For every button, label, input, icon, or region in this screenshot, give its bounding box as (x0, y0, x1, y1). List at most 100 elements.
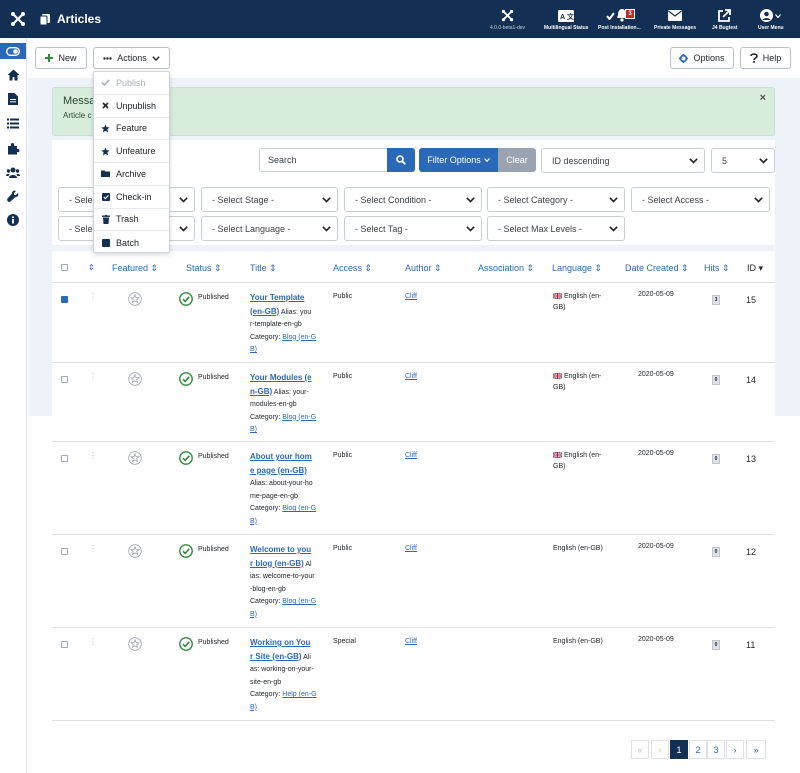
filter-select-max-levels[interactable]: - Select Max Levels - (487, 216, 625, 241)
article-title-link[interactable]: Welcome to you (250, 545, 312, 554)
published-check-icon[interactable] (179, 372, 193, 386)
featured-star-icon[interactable] (128, 451, 142, 465)
category-link[interactable]: Blog (en-G (282, 505, 317, 512)
row-checkbox[interactable] (61, 641, 68, 648)
sort-access[interactable]: Access ⇕ (333, 263, 373, 273)
category-link[interactable]: Blog (en-G (282, 333, 317, 341)
filter-select-stage[interactable]: - Select Stage - (201, 187, 338, 212)
new-button[interactable]: New (35, 47, 87, 69)
first-page-button[interactable]: « (631, 740, 649, 759)
author-link[interactable]: Cliff (405, 545, 417, 552)
clear-button[interactable]: Clear (498, 148, 536, 172)
next-page-button[interactable]: › (726, 740, 744, 759)
article-title-link[interactable]: r blog (en-GB) (250, 558, 304, 568)
action-feature[interactable]: Feature (94, 118, 169, 141)
category-link[interactable]: B) (250, 346, 257, 353)
wrench-icon[interactable] (6, 189, 20, 203)
alert-close-button[interactable]: × (759, 92, 766, 104)
article-title-link[interactable]: Working on You (250, 638, 311, 647)
drag-handle-icon[interactable]: ⋮ (89, 372, 97, 381)
action-batch[interactable]: Batch (94, 231, 169, 254)
filter-select-tag[interactable]: - Select Tag - (344, 216, 482, 241)
page-3-button[interactable]: 3 (707, 740, 725, 759)
sort-featured[interactable]: Featured ⇕ (112, 263, 159, 273)
category-link[interactable]: B) (250, 703, 257, 711)
category-link[interactable]: Blog (en-G (282, 598, 317, 605)
article-title-link[interactable]: r Site (en-GB) (250, 651, 302, 661)
sort-status[interactable]: Status ⇕ (186, 263, 222, 273)
last-page-button[interactable]: » (746, 740, 766, 759)
article-title-link[interactable]: e page (en-GB) (250, 465, 307, 475)
sort-date-created[interactable]: Date Created ⇕ (625, 263, 689, 273)
sort-id[interactable]: ID ▾ (747, 263, 764, 273)
info-icon[interactable] (6, 213, 20, 227)
puzzle-icon[interactable] (6, 141, 20, 155)
article-title-link[interactable]: (en-GB) (250, 306, 280, 316)
author-link[interactable]: Cliff (405, 638, 417, 645)
users-icon[interactable] (6, 165, 20, 179)
action-archive[interactable]: Archive (94, 163, 169, 186)
user-menu-button[interactable]: User Menu (758, 8, 784, 31)
ordering-select[interactable]: ID descending (541, 148, 705, 173)
drag-handle-icon[interactable]: ⋮ (89, 451, 97, 460)
page-1-button[interactable]: 1 (670, 740, 688, 759)
list-icon[interactable] (6, 116, 20, 130)
limit-select[interactable]: 5 (711, 148, 775, 173)
help-button[interactable]: Help (740, 47, 791, 69)
filter-select-access[interactable]: - Select Access - (631, 187, 770, 212)
author-link[interactable]: Cliff (405, 373, 417, 380)
published-check-icon[interactable] (179, 451, 193, 465)
action-check-in[interactable]: Check-in (94, 186, 169, 209)
article-title-link[interactable]: Your Template (250, 293, 305, 302)
file-icon[interactable] (6, 92, 20, 106)
toggle-menu-icon[interactable] (0, 43, 26, 59)
filter-select-language[interactable]: - Select Language - (201, 216, 338, 241)
drag-handle-icon[interactable]: ⋮ (89, 637, 97, 646)
article-title-link[interactable]: About your hom (250, 452, 312, 461)
featured-star-icon[interactable] (128, 292, 142, 306)
filter-options-button[interactable]: Filter Options (419, 148, 498, 172)
featured-star-icon[interactable] (128, 372, 142, 386)
action-unfeature[interactable]: Unfeature (94, 140, 169, 163)
sort-hits[interactable]: Hits ⇕ (704, 263, 730, 273)
action-unpublish[interactable]: Unpublish (94, 95, 169, 118)
published-check-icon[interactable] (179, 292, 193, 306)
j4-bugtest-button[interactable]: J4 Bugtest (712, 8, 738, 31)
joomla-version[interactable]: 4.0.0-beta1-dev (490, 8, 525, 31)
sort-association[interactable]: Association ⇕ (478, 263, 535, 273)
home-icon[interactable] (6, 68, 20, 82)
row-checkbox[interactable] (61, 455, 68, 462)
joomla-logo-icon[interactable] (10, 11, 26, 27)
drag-handle-icon[interactable]: ⋮ (89, 292, 97, 301)
author-link[interactable]: Cliff (405, 452, 417, 459)
select-all-checkbox[interactable] (61, 264, 68, 271)
published-check-icon[interactable] (179, 544, 193, 558)
filter-select-category[interactable]: - Select Category - (487, 187, 625, 212)
sort-title[interactable]: Title ⇕ (250, 263, 277, 273)
previous-page-button[interactable]: ‹ (651, 740, 669, 759)
category-link[interactable]: Help (en-G (282, 691, 317, 698)
ordering-sort-icon[interactable]: ⇕ (88, 263, 95, 272)
category-link[interactable]: B) (250, 426, 257, 433)
article-title-link[interactable]: n-GB) (250, 386, 273, 396)
drag-handle-icon[interactable]: ⋮ (89, 544, 97, 553)
page-2-button[interactable]: 2 (689, 740, 707, 759)
options-button[interactable]: Options (670, 47, 734, 69)
sort-language[interactable]: Language ⇕ (552, 263, 603, 273)
category-link[interactable]: B) (250, 517, 257, 525)
filter-select-condition[interactable]: - Select Condition - (344, 187, 482, 212)
category-link[interactable]: Blog (en-G (282, 413, 317, 421)
row-checkbox[interactable] (61, 548, 68, 555)
action-trash[interactable]: Trash (94, 209, 169, 232)
article-title-link[interactable]: Your Modules (e (250, 373, 312, 382)
row-checkbox[interactable] (61, 296, 68, 303)
featured-star-icon[interactable] (128, 544, 142, 558)
search-input[interactable]: Search (259, 148, 387, 172)
row-checkbox[interactable] (61, 376, 68, 383)
published-check-icon[interactable] (179, 637, 193, 651)
sort-author[interactable]: Author ⇕ (405, 263, 442, 273)
category-link[interactable]: B) (250, 610, 257, 618)
post-installation-button[interactable]: 3 Post Installation... (598, 8, 641, 31)
author-link[interactable]: Cliff (405, 293, 417, 300)
